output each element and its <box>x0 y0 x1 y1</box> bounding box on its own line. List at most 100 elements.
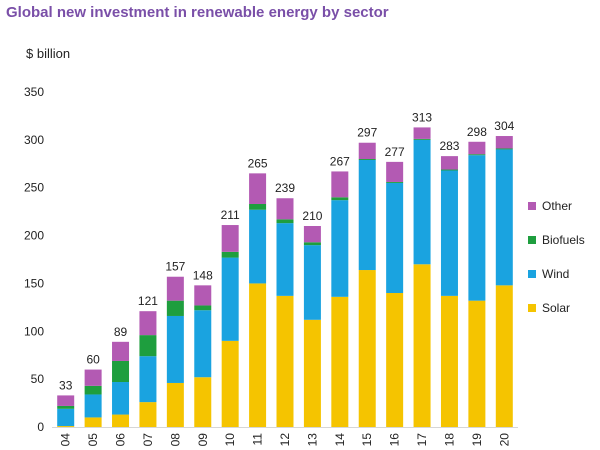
bar-segment-solar-13 <box>303 319 321 427</box>
bar-segment-solar-06 <box>112 414 130 427</box>
legend-label-wind: Wind <box>542 267 570 281</box>
bar-segment-wind-07 <box>139 356 157 403</box>
bar-segment-biofuels-17 <box>413 138 431 140</box>
x-tick-label-07: 07 <box>141 433 155 447</box>
data-label-total-13: 210 <box>302 209 322 223</box>
legend-label-biofuels: Biofuels <box>542 233 585 247</box>
bar-segment-other-10 <box>221 225 239 252</box>
bar-segment-wind-14 <box>331 200 349 297</box>
data-label-total-08: 157 <box>165 260 185 274</box>
bar-segment-biofuels-09 <box>194 305 212 311</box>
bar-segment-wind-20 <box>495 149 513 286</box>
legend-item-other: Other <box>528 199 572 213</box>
legend-swatch-solar <box>528 304 536 312</box>
y-tick-label: 50 <box>31 372 45 386</box>
bar-segment-biofuels-20 <box>495 148 513 150</box>
bar-segment-biofuels-11 <box>249 203 267 210</box>
bar-segment-solar-20 <box>495 285 513 427</box>
legend-item-wind: Wind <box>528 267 569 281</box>
x-tick-label-17: 17 <box>415 433 429 447</box>
bar-segment-biofuels-13 <box>303 242 321 246</box>
x-tick-label-04: 04 <box>59 433 73 447</box>
bar-segment-other-20 <box>495 136 513 149</box>
bar-segment-solar-09 <box>194 377 212 427</box>
y-tick-label: 150 <box>24 276 44 290</box>
bar-segment-solar-07 <box>139 402 157 427</box>
bar-segment-other-18 <box>440 156 458 170</box>
y-axis-label: $ billion <box>26 46 71 61</box>
data-label-total-10: 211 <box>221 208 240 222</box>
y-tick-label: 200 <box>24 229 44 243</box>
x-tick-label-09: 09 <box>196 433 210 447</box>
bar-segment-biofuels-04 <box>57 405 75 409</box>
bar-segment-solar-04 <box>57 426 75 427</box>
bar-segment-wind-16 <box>386 182 404 293</box>
bar-segment-other-05 <box>84 369 102 386</box>
bar-segment-solar-12 <box>276 295 294 427</box>
bar-segment-wind-11 <box>249 209 267 284</box>
data-label-total-19: 298 <box>467 125 487 139</box>
bar-segment-other-09 <box>194 285 212 306</box>
x-tick-label-18: 18 <box>442 433 456 447</box>
legend-swatch-biofuels <box>528 236 536 244</box>
data-label-total-16: 277 <box>385 145 405 159</box>
bar-segment-biofuels-07 <box>139 335 157 357</box>
bar-segment-wind-10 <box>221 257 239 341</box>
bar-segment-wind-04 <box>57 408 75 427</box>
data-label-total-11: 265 <box>248 156 268 170</box>
data-label-total-07: 121 <box>138 294 158 308</box>
bar-segment-biofuels-18 <box>440 169 458 171</box>
bar-segment-solar-19 <box>468 300 486 427</box>
legend-swatch-wind <box>528 270 536 278</box>
bar-segment-wind-18 <box>440 170 458 296</box>
bar-segment-biofuels-12 <box>276 219 294 224</box>
x-tick-label-20: 20 <box>497 433 511 447</box>
bar-segment-solar-14 <box>331 296 349 427</box>
bar-segment-biofuels-15 <box>358 159 376 160</box>
x-tick-label-15: 15 <box>360 433 374 447</box>
bar-segment-wind-15 <box>358 159 376 271</box>
legend-item-biofuels: Biofuels <box>528 233 585 247</box>
data-label-total-09: 148 <box>193 268 213 282</box>
legend-label-solar: Solar <box>542 301 571 315</box>
x-tick-label-13: 13 <box>305 433 319 447</box>
bar-segment-solar-16 <box>386 293 404 427</box>
bar-segment-wind-12 <box>276 223 294 296</box>
data-label-total-18: 283 <box>439 139 459 153</box>
bar-segment-other-15 <box>358 142 376 159</box>
bar-segment-solar-18 <box>440 295 458 427</box>
y-tick-label: 0 <box>37 420 44 434</box>
bar-segment-biofuels-06 <box>112 360 130 383</box>
x-tick-label-16: 16 <box>388 433 402 447</box>
x-tick-label-12: 12 <box>278 433 292 447</box>
bar-segment-solar-05 <box>84 417 102 427</box>
bar-segment-biofuels-16 <box>386 181 404 183</box>
x-tick-label-19: 19 <box>470 433 484 447</box>
data-label-total-20: 304 <box>494 119 514 133</box>
bar-segment-wind-08 <box>166 315 184 383</box>
bar-segment-wind-19 <box>468 155 486 301</box>
data-label-total-06: 89 <box>114 325 128 339</box>
bar-segment-solar-15 <box>358 270 376 427</box>
bar-segment-other-11 <box>249 173 267 204</box>
bar-segment-biofuels-10 <box>221 251 239 258</box>
bar-segment-wind-05 <box>84 394 102 418</box>
bar-segment-wind-09 <box>194 310 212 378</box>
bar-segment-other-14 <box>331 171 349 198</box>
y-tick-label: 250 <box>24 181 44 195</box>
bar-segment-solar-11 <box>249 283 267 427</box>
bar-segment-solar-10 <box>221 340 239 427</box>
bar-segment-biofuels-19 <box>468 154 486 156</box>
bar-segment-other-17 <box>413 127 431 139</box>
y-tick-label: 300 <box>24 133 44 147</box>
x-tick-label-11: 11 <box>251 433 265 446</box>
data-label-total-15: 297 <box>357 126 377 140</box>
x-tick-label-08: 08 <box>168 433 182 447</box>
chart-title: Global new investment in renewable energ… <box>6 4 389 21</box>
bar-segment-other-16 <box>386 161 404 182</box>
x-tick-label-14: 14 <box>333 433 347 447</box>
bar-segment-other-06 <box>112 341 130 361</box>
data-label-total-05: 60 <box>86 353 100 367</box>
bar-segment-biofuels-05 <box>84 385 102 395</box>
